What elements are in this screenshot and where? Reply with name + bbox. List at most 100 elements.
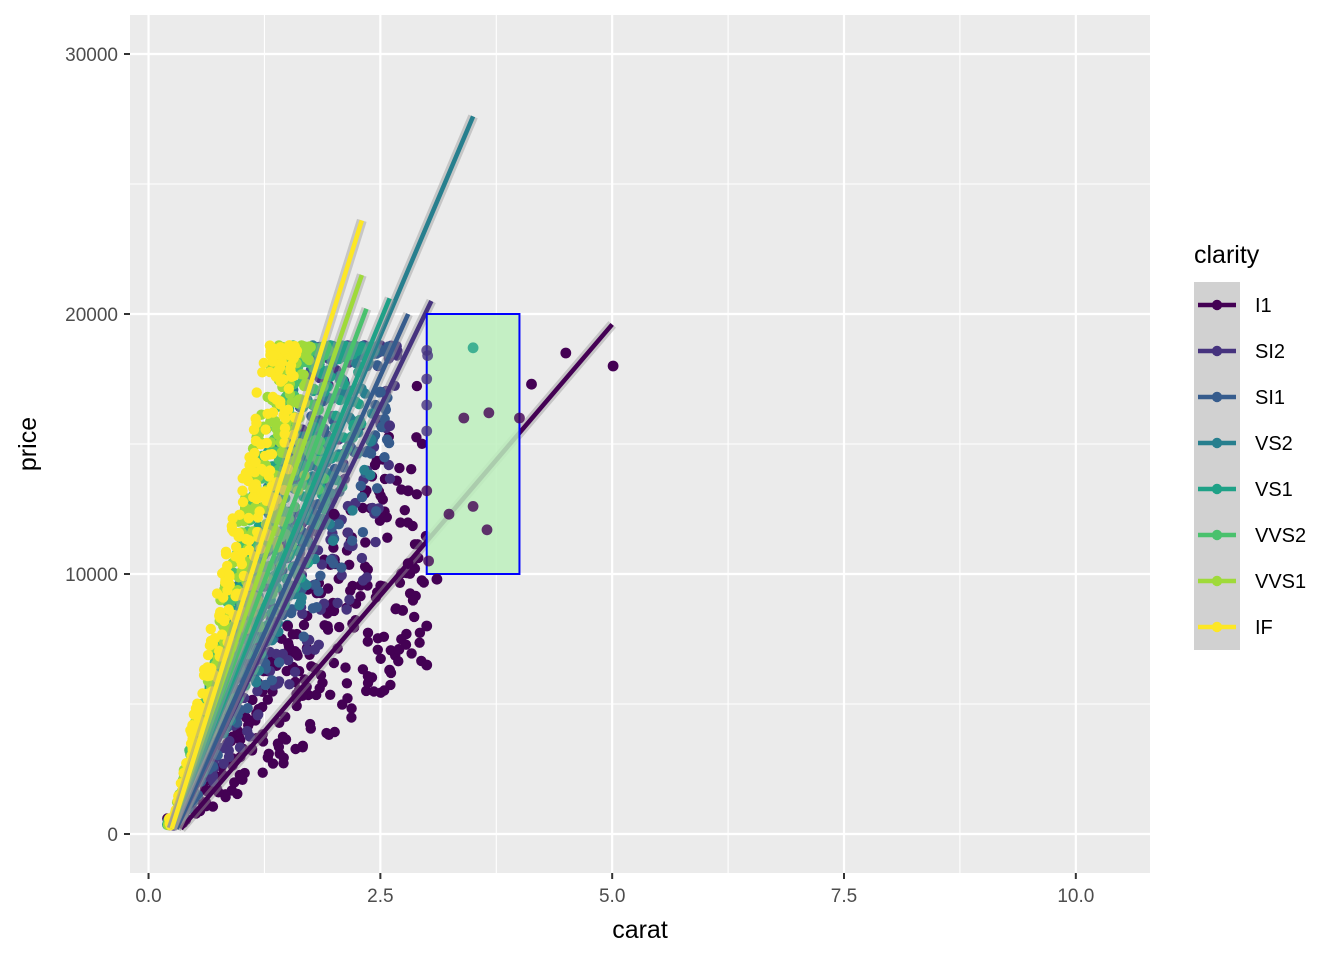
point [238, 570, 250, 582]
point [372, 483, 383, 494]
point [407, 595, 419, 606]
outlier-point [458, 412, 470, 424]
point [357, 664, 369, 675]
point [298, 631, 309, 642]
point [295, 596, 307, 608]
point [395, 517, 406, 528]
point [360, 537, 371, 548]
point [346, 535, 358, 546]
legend: clarity I1 SI2 SI1 VS2 VS1 VVS2 VVS1 IF [1194, 241, 1306, 650]
point [220, 546, 232, 557]
legend-label-vvs2: VVS2 [1255, 525, 1306, 547]
point [301, 644, 313, 656]
legend-label-if: IF [1255, 617, 1273, 639]
point [414, 637, 425, 648]
outlier-point [514, 412, 525, 424]
outlier-point [397, 605, 409, 616]
point [285, 360, 297, 371]
legend-key-i1 [1194, 282, 1240, 328]
fit-line-si2 [174, 300, 434, 830]
point [384, 473, 396, 484]
point [244, 544, 255, 556]
point [202, 649, 214, 661]
point [376, 421, 387, 433]
point [394, 577, 406, 588]
point [307, 603, 319, 614]
point [298, 619, 310, 631]
point [262, 752, 273, 763]
point [202, 670, 213, 682]
legend-key-point [1211, 391, 1223, 403]
point [411, 380, 423, 392]
outlier-point [526, 378, 537, 390]
point [366, 434, 377, 445]
point [334, 394, 346, 406]
point [382, 532, 393, 543]
point [342, 693, 353, 704]
point [273, 365, 284, 376]
point [352, 343, 364, 354]
point [273, 657, 285, 668]
point [277, 731, 289, 742]
point [297, 608, 308, 619]
outlier-point [481, 524, 493, 536]
outlier-point [421, 485, 433, 497]
point [406, 648, 417, 659]
point [371, 506, 382, 517]
x-tick-label: 7.5 [831, 886, 857, 907]
point [365, 448, 377, 459]
legend-label-vvs1: VVS1 [1255, 571, 1306, 593]
point [310, 579, 321, 590]
point [268, 350, 279, 361]
y-tick-label: 0 [107, 825, 118, 846]
point [370, 536, 381, 548]
point [385, 645, 396, 656]
point [314, 683, 325, 694]
point [346, 712, 357, 723]
point [319, 620, 330, 631]
legend-label-i1: I1 [1255, 295, 1272, 317]
point [359, 561, 371, 572]
point [187, 737, 198, 748]
legend-label-vs2: VS2 [1255, 433, 1293, 455]
point [341, 604, 352, 615]
point [411, 489, 422, 500]
outlier-point [467, 501, 479, 512]
point [356, 552, 368, 564]
y-tick-label: 10000 [65, 565, 118, 586]
point [205, 623, 216, 635]
legend-key-vs2 [1194, 420, 1240, 466]
outlier-point [374, 386, 386, 398]
point [260, 658, 271, 669]
point [252, 526, 263, 538]
point [372, 644, 383, 655]
point [259, 466, 270, 477]
point [202, 662, 213, 673]
point [223, 604, 234, 615]
x-axis: 0.0 2.5 5.0 7.5 10.0 [135, 873, 1094, 907]
point [222, 585, 233, 596]
point [346, 703, 357, 714]
point [264, 366, 276, 378]
legend-key-if [1194, 604, 1240, 650]
point [240, 712, 252, 723]
point [375, 653, 386, 664]
legend-key-point [1211, 529, 1223, 541]
point [297, 742, 308, 753]
y-axis: 0 10000 20000 30000 [65, 45, 130, 846]
point [234, 742, 246, 753]
point [359, 464, 370, 476]
legend-label-si1: SI1 [1255, 387, 1285, 409]
point [301, 352, 313, 364]
point [323, 345, 335, 356]
point [273, 626, 284, 637]
point [224, 569, 235, 581]
point [283, 383, 294, 394]
legend-key-point [1211, 299, 1223, 311]
point [322, 583, 334, 594]
point [240, 467, 252, 479]
legend-key-point [1211, 345, 1223, 357]
legend-key-point [1211, 437, 1223, 449]
point [258, 357, 269, 369]
point [282, 655, 294, 666]
